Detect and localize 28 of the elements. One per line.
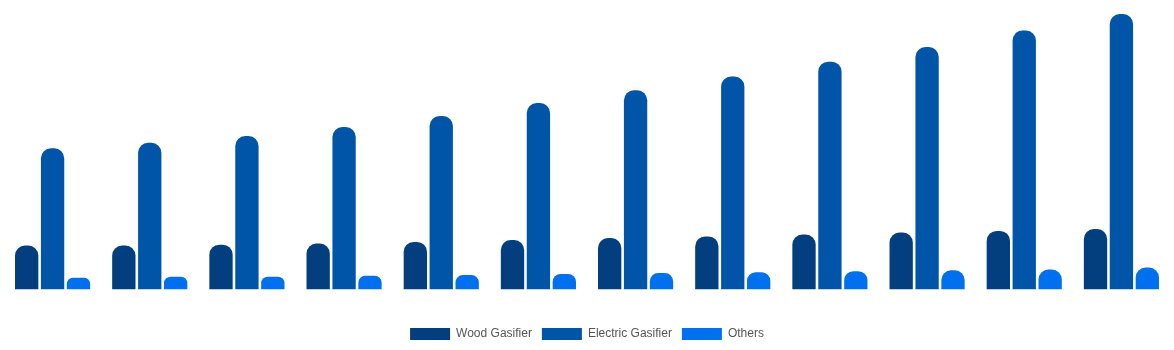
- bar: [138, 142, 162, 290]
- bar: [1109, 14, 1134, 290]
- legend-label: Electric Gasifier: [587, 326, 672, 341]
- bar: [40, 148, 65, 290]
- bar: [500, 239, 525, 290]
- bar: [915, 47, 939, 290]
- bar: [1083, 228, 1108, 290]
- bar: [209, 244, 233, 290]
- bar: [429, 115, 453, 290]
- legend-label: Others: [727, 326, 764, 341]
- bar: [526, 103, 551, 290]
- bar: [623, 90, 648, 290]
- bar: [235, 136, 259, 290]
- bar: [889, 232, 913, 290]
- bar: [66, 277, 91, 290]
- bar: [695, 236, 719, 290]
- bar: [598, 238, 622, 290]
- bar: [1012, 30, 1036, 290]
- bar: [403, 241, 427, 290]
- bar: [818, 61, 842, 290]
- bar: [306, 243, 330, 290]
- bar: [986, 230, 1010, 290]
- bar: [792, 234, 816, 290]
- bar: [721, 76, 745, 290]
- bar: [332, 127, 356, 290]
- bar: [15, 245, 39, 290]
- bar: [112, 245, 136, 290]
- legend-label: Wood Gasifier: [456, 326, 532, 341]
